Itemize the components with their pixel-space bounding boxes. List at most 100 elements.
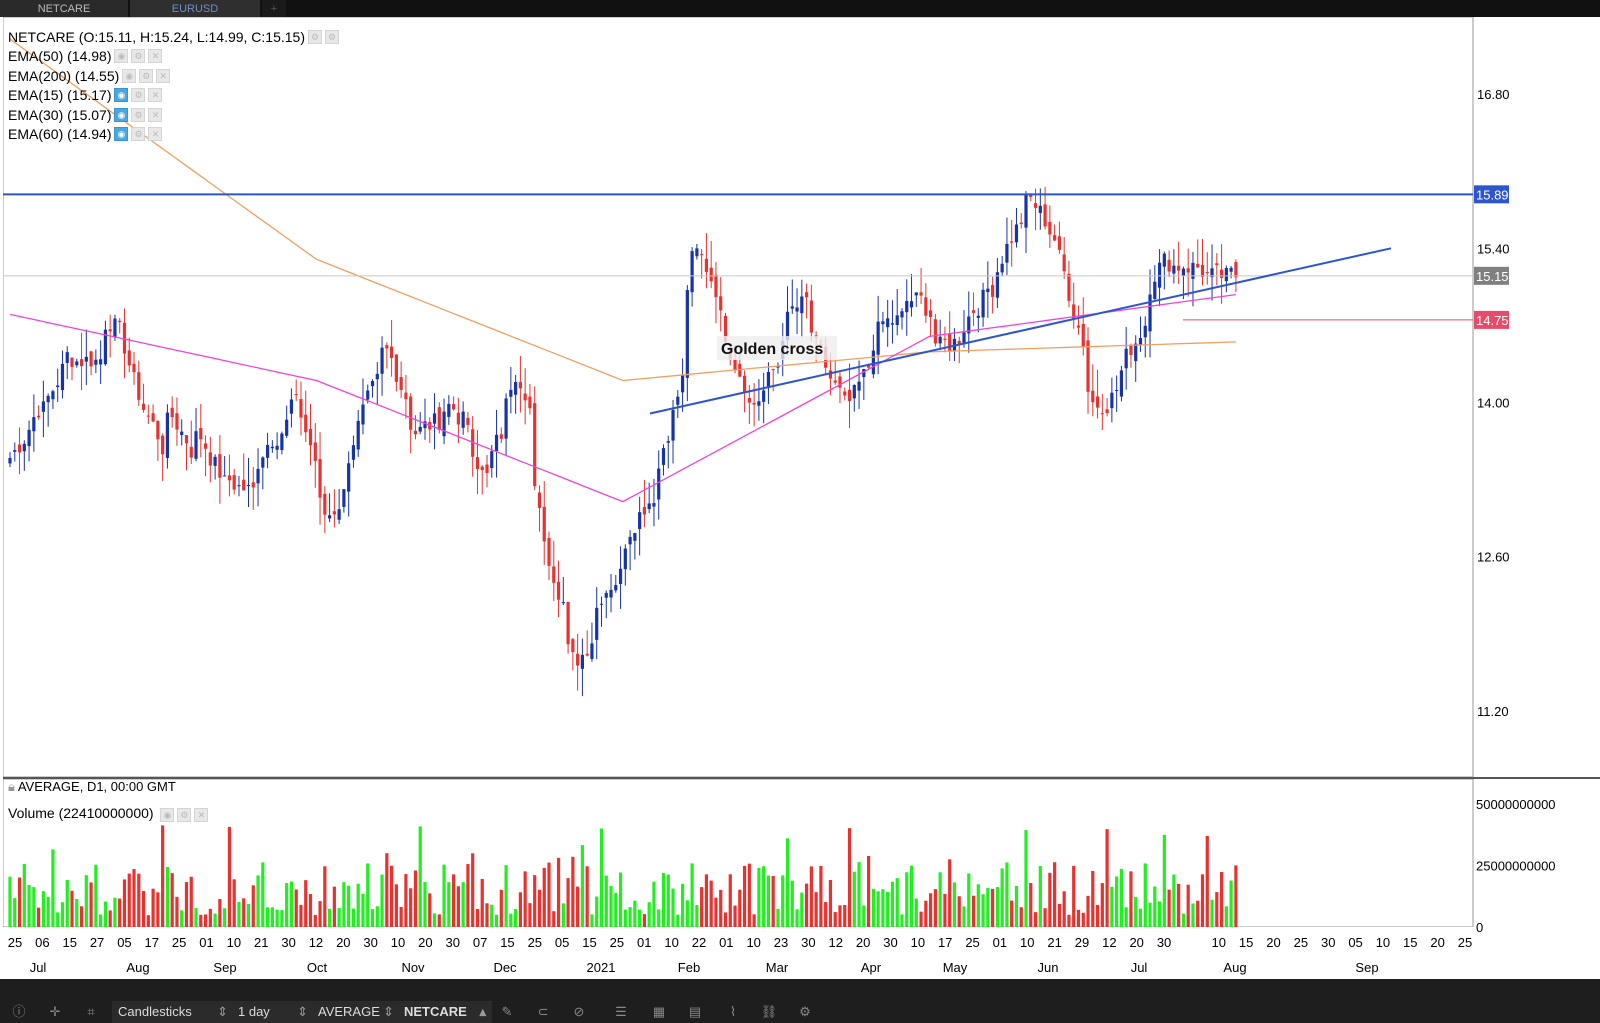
candle (475, 457, 480, 469)
pencil-icon[interactable]: ✎ (501, 1004, 513, 1019)
chart-area[interactable]: 16.80 15.40 14.00 12.60 11.20 50000000000 2500… (2, 16, 1600, 997)
volume-bar (132, 869, 136, 927)
x-tick-label: 23 (774, 935, 788, 950)
volume-bar (890, 881, 895, 927)
volume-bar (991, 888, 995, 927)
close-icon[interactable]: ✕ (194, 808, 209, 822)
settings-icon[interactable]: ⚙ (308, 29, 323, 44)
candle (194, 431, 198, 459)
volume-bar (871, 888, 875, 927)
indicator-icon[interactable]: ⌇ (729, 1004, 737, 1019)
settings-icon[interactable]: ⚙ (325, 29, 340, 44)
volume-bar (1234, 865, 1238, 927)
eye-icon[interactable]: ◉ (114, 88, 129, 103)
candle (671, 409, 675, 441)
candle (652, 503, 656, 507)
eye-icon[interactable]: ◉ (114, 107, 129, 122)
settings-icon[interactable]: ⚙ (131, 49, 146, 64)
x-tick-label: 12 (309, 935, 323, 950)
y-tick-label: 12.60 (1477, 550, 1510, 565)
settings-icon[interactable]: ⚙ (139, 68, 154, 83)
volume-bar (65, 879, 69, 927)
candle (1048, 221, 1052, 235)
volume-bar (757, 867, 761, 927)
candle (289, 399, 294, 414)
candle (742, 375, 747, 393)
volume-bar (867, 855, 871, 927)
volume-bar (642, 914, 647, 927)
candle (184, 435, 189, 444)
settings-icon[interactable]: ⚙ (177, 808, 192, 822)
symbol-select[interactable]: NETCARE ▴ (398, 1001, 492, 1023)
volume-bar (1129, 871, 1133, 927)
candle (518, 382, 522, 389)
volume-bar (1148, 902, 1152, 927)
candle (127, 350, 131, 366)
settings-icon[interactable]: ⚙ (131, 127, 146, 142)
candle (1067, 273, 1071, 301)
tab-netcare[interactable]: NETCARE (0, 0, 128, 17)
candle (914, 292, 918, 296)
x-tick-label: 25 (172, 935, 186, 950)
chart-type-select[interactable]: Candlesticks ⇕ (112, 1001, 232, 1023)
volume-bar (79, 906, 84, 927)
eye-icon[interactable]: ◉ (114, 49, 129, 64)
candle (971, 310, 976, 313)
close-icon[interactable]: ✕ (156, 68, 171, 83)
candle (294, 394, 298, 396)
volume-bar (275, 909, 279, 927)
price-source-select[interactable]: AVERAGE ⇕ (312, 1001, 398, 1023)
candle (432, 413, 437, 424)
volume-bar (261, 862, 265, 927)
candle (1191, 262, 1195, 279)
x-tick-label: 10 (1376, 935, 1390, 950)
settings-icon[interactable]: ⚙ (131, 88, 146, 103)
interval-select[interactable]: 1 day ⇕ (232, 1001, 312, 1023)
settings-icon[interactable]: ⚙ (131, 107, 146, 122)
tab-eurusd[interactable]: EURUSD (130, 0, 260, 17)
candle (924, 297, 928, 316)
candle (528, 396, 532, 409)
volume-bar (342, 882, 346, 927)
candle (585, 653, 589, 656)
link-icon[interactable]: ⛓ (760, 1004, 778, 1019)
volume-bar (1000, 868, 1004, 927)
candle (1196, 263, 1200, 268)
eye-icon[interactable]: ◉ (122, 68, 137, 83)
close-icon[interactable]: ✕ (148, 88, 163, 103)
candle (695, 248, 699, 257)
list-icon[interactable]: ☰ (615, 1004, 627, 1019)
close-icon[interactable]: ✕ (148, 107, 163, 122)
crop-icon[interactable]: ⌗ (87, 1004, 95, 1019)
volume-bar (323, 866, 327, 927)
close-icon[interactable]: ✕ (148, 49, 163, 64)
ema50-legend: EMA(50) (14.98) (8, 48, 112, 65)
template-icon[interactable]: ▤ (688, 1004, 702, 1019)
add-tab-button[interactable]: + (262, 0, 286, 17)
hide-icon[interactable]: ⊘ (573, 1004, 585, 1019)
candle (275, 445, 279, 450)
candle (862, 368, 866, 377)
month-label: Sep (1355, 960, 1378, 975)
volume-bar (394, 884, 398, 927)
volume-bar (137, 873, 141, 927)
magnet-icon[interactable]: ⊂ (537, 1004, 549, 1019)
volume-bar (857, 862, 861, 927)
candle (218, 454, 222, 478)
price-chart-svg[interactable]: 16.8015.4014.0012.6011.20500000000002500… (2, 16, 1600, 979)
gear-icon[interactable]: ⚙ (799, 1004, 811, 1019)
eye-icon[interactable]: ◉ (114, 127, 129, 142)
eye-icon[interactable]: ◉ (160, 808, 175, 822)
candle (647, 503, 651, 510)
volume-bar (390, 865, 394, 927)
volume-bar (752, 914, 756, 927)
crosshair-icon[interactable]: ✛ (49, 1004, 61, 1019)
candle (70, 357, 74, 367)
candle (122, 322, 127, 354)
info-icon[interactable]: ⓘ (12, 1004, 26, 1019)
volume-bar (265, 907, 270, 927)
candle (285, 419, 289, 436)
close-icon[interactable]: ✕ (148, 127, 163, 142)
candle (327, 515, 332, 519)
layout-icon[interactable]: ▦ (652, 1004, 666, 1019)
